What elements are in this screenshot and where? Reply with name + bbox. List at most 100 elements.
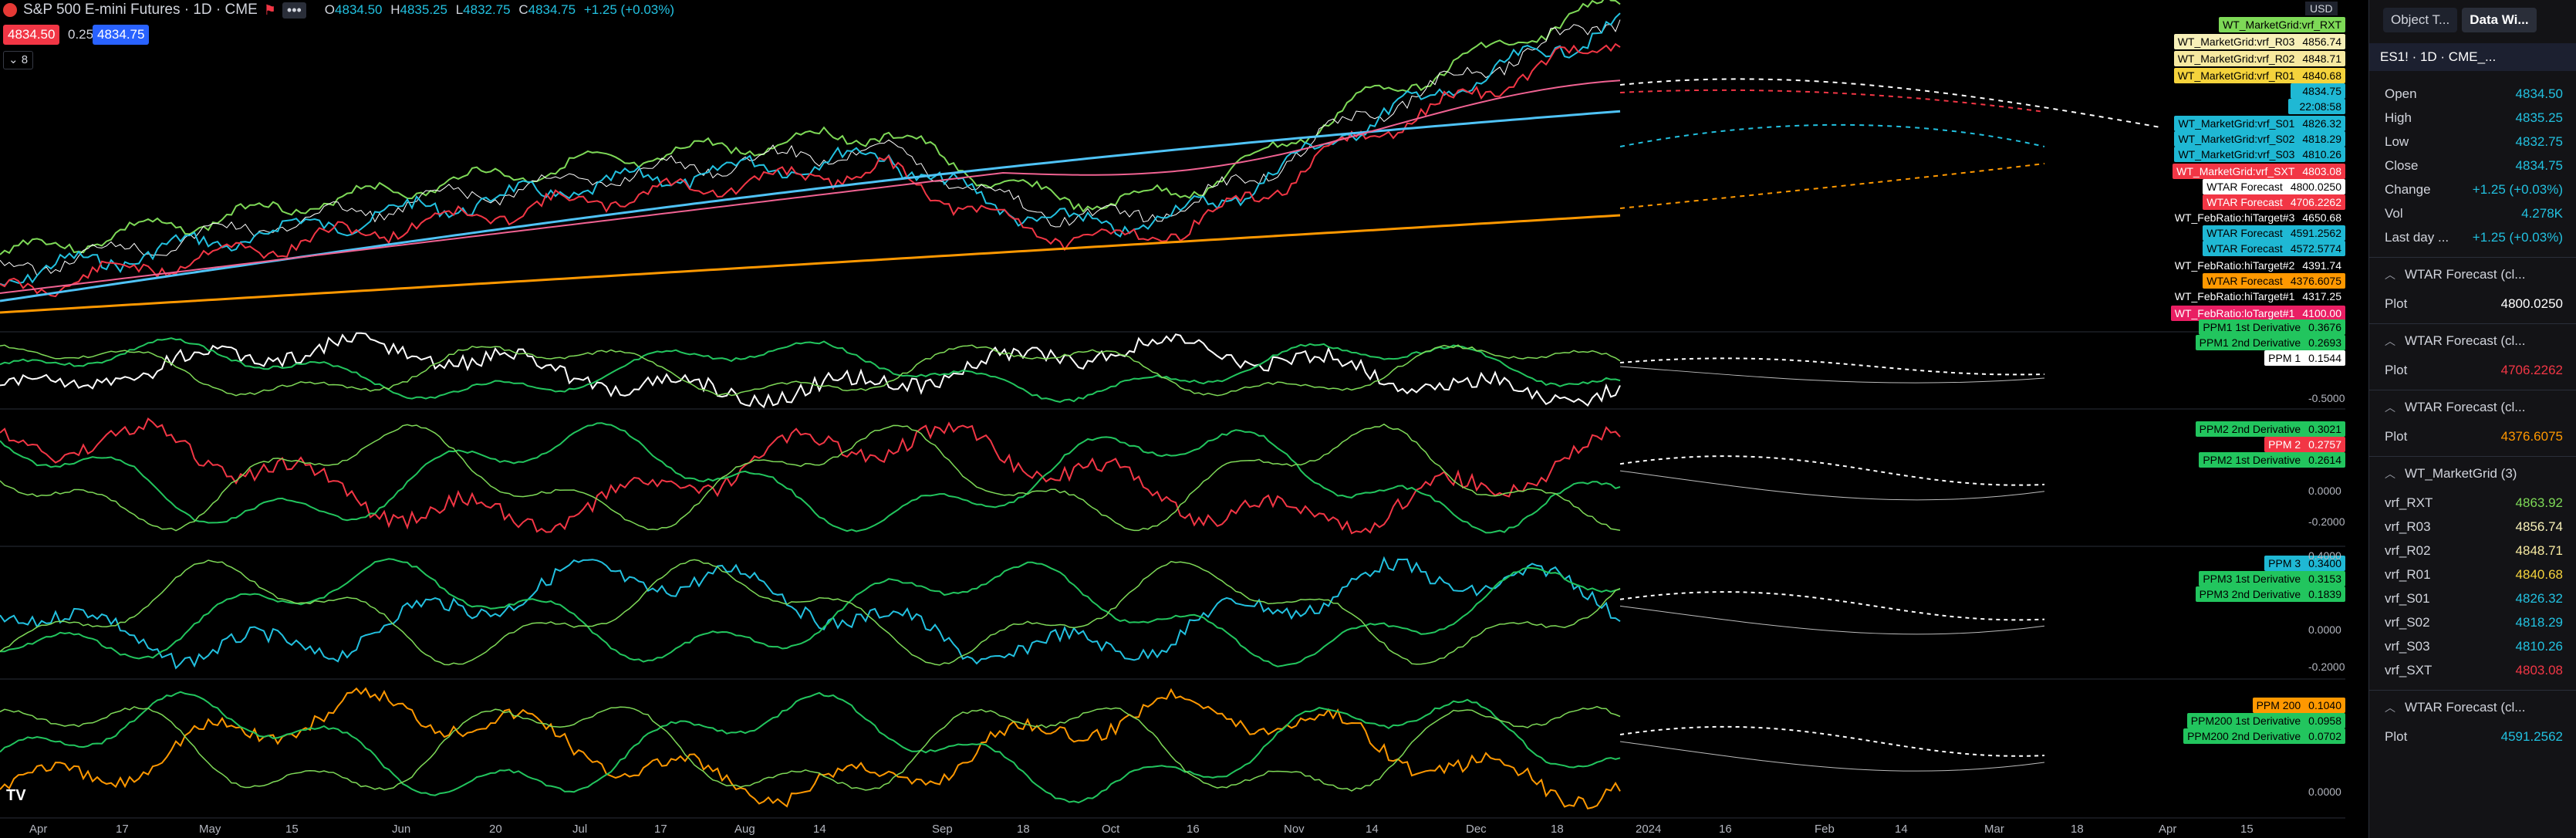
- data-row-label: vrf_R03: [2385, 519, 2431, 534]
- x-axis-label: Dec: [1466, 823, 1487, 836]
- price-tag-label: WT_FebRatio:loTarget#1: [2174, 307, 2295, 319]
- x-axis-label: 16: [1187, 823, 1200, 836]
- x-axis-label: 20: [489, 823, 502, 836]
- chevron-up-icon[interactable]: ︿: [2385, 335, 2395, 347]
- price-tag-value: 4391.74: [2302, 259, 2341, 272]
- price-tag: WT_FebRatio:hiTarget#3 4650.68: [2170, 210, 2345, 225]
- x-axis-label: Apr: [29, 823, 48, 836]
- price-tag-value: 4840.68: [2302, 69, 2341, 82]
- data-row-label: Change: [2385, 181, 2431, 197]
- indicator-forecast-line: [1619, 470, 2045, 501]
- data-row: vrf_S03 4810.26: [2369, 634, 2576, 658]
- price-tag-value: 4706.2262: [2290, 196, 2341, 208]
- price-tag-label: WT_FebRatio:hiTarget#2: [2174, 259, 2295, 272]
- indicator-forecast-line: [1619, 357, 2045, 376]
- price-tag-value: 4800.0250: [2290, 181, 2341, 193]
- indicator-section-header[interactable]: ︿ WTAR Forecast (cl...: [2369, 390, 2576, 424]
- price-tag-value: 4650.68: [2302, 211, 2341, 224]
- indicator-tag-value: 0.1544: [2308, 352, 2341, 364]
- indicator-forecast-line: [1619, 741, 2045, 772]
- data-row: vrf_S02 4818.29: [2369, 610, 2576, 634]
- tab-data-window[interactable]: Data Wi...: [2462, 8, 2537, 32]
- chart-canvas[interactable]: [0, 0, 2368, 838]
- bid-button[interactable]: 4834.50: [3, 25, 60, 45]
- x-axis-label: 18: [2071, 823, 2084, 836]
- indicator-forecast-line: [1619, 591, 2045, 621]
- indicator-tag-label: PPM3 2nd Derivative: [2199, 588, 2301, 600]
- price-tag: WT_MarketGrid:vrf_SXT 4803.08: [2173, 164, 2345, 179]
- data-row-label: vrf_S02: [2385, 614, 2430, 630]
- indicator-forecast-line: [1619, 366, 2045, 384]
- x-axis-label: 16: [1719, 823, 1732, 836]
- more-icon[interactable]: •••: [282, 2, 306, 19]
- symbol-text: ES1! · 1D · CME_...: [2380, 49, 2497, 64]
- ppm200-line: [0, 687, 1621, 810]
- indicator-tag-value: 0.0958: [2308, 715, 2341, 727]
- ppm3-line: [0, 556, 1621, 670]
- price-tag: WTAR Forecast 4376.6075: [2203, 273, 2345, 289]
- x-axis-label: 15: [2240, 823, 2254, 836]
- price-tag-value: 4317.25: [2302, 290, 2341, 302]
- data-row-value: 4.278K: [2521, 205, 2563, 221]
- data-row-label: High: [2385, 110, 2412, 125]
- indicator-tag: PPM3 1st Derivative 0.3153: [2199, 571, 2345, 586]
- indicator-section-title: WTAR Forecast (cl...: [2405, 267, 2526, 282]
- data-row: Vol 4.278K: [2369, 201, 2576, 225]
- y-axis-label: 0.0000: [2308, 623, 2341, 636]
- data-row-label: Plot: [2385, 728, 2408, 744]
- price-tag-label: WTAR Forecast: [2206, 227, 2283, 239]
- data-row-value: 4834.50: [2515, 86, 2563, 101]
- data-row: vrf_RXT 4863.92: [2369, 491, 2576, 515]
- y-axis-label: -0.2000: [2308, 661, 2345, 673]
- x-axis-label: 17: [654, 823, 667, 836]
- chevron-up-icon[interactable]: ︿: [2385, 468, 2395, 480]
- currency-selector[interactable]: USD: [2305, 2, 2338, 15]
- data-row-value: 4826.32: [2515, 590, 2563, 606]
- indicators-toggle[interactable]: ⌄ 8: [3, 51, 34, 69]
- price-tag-value: 4818.29: [2302, 133, 2341, 145]
- indicator-section-title: WTAR Forecast (cl...: [2405, 333, 2526, 348]
- indicator-tag-value: 0.1839: [2308, 588, 2341, 600]
- close-value: 4834.75: [528, 2, 576, 17]
- x-axis-label: 18: [1551, 823, 1564, 836]
- indicator-tag-label: PPM200 2nd Derivative: [2187, 730, 2301, 742]
- data-row: Close 4834.75: [2369, 154, 2576, 177]
- price-tag-value: 4834.75: [2302, 85, 2341, 97]
- price-tag-value: 4856.74: [2302, 35, 2341, 48]
- price-tag: WT_MarketGrid:vrf_S03 4810.26: [2174, 147, 2345, 162]
- tab-object-tree[interactable]: Object T...: [2383, 8, 2458, 32]
- indicator-tag-value: 0.2757: [2308, 438, 2341, 451]
- indicator-section-header[interactable]: ︿ WTAR Forecast (cl...: [2369, 690, 2576, 725]
- flag-icon[interactable]: ⚑: [263, 2, 276, 18]
- price-tag-label: WT_MarketGrid:vrf_S01: [2178, 117, 2295, 130]
- price-tag: WTAR Forecast 4706.2262: [2203, 194, 2345, 210]
- price-tag-value: 4591.2562: [2290, 227, 2341, 239]
- chevron-up-icon[interactable]: ︿: [2385, 269, 2395, 281]
- chevron-up-icon[interactable]: ︿: [2385, 401, 2395, 414]
- price-tag-value: 22:08:58: [2299, 100, 2342, 113]
- data-row: Plot 4706.2262: [2369, 358, 2576, 382]
- indicator-tag-label: PPM2 2nd Derivative: [2199, 423, 2301, 435]
- ask-button[interactable]: 4834.75: [93, 25, 150, 45]
- data-window-symbol[interactable]: ES1! · 1D · CME_...: [2369, 43, 2576, 71]
- price-tag-label: WTAR Forecast: [2206, 242, 2283, 255]
- data-row-label: vrf_SXT: [2385, 662, 2433, 677]
- symbol-logo-icon: [3, 3, 17, 17]
- chart-area[interactable]: S&P 500 E-mini Futures · 1D · CME ⚑ ••• …: [0, 0, 2368, 838]
- price-tag-label: WT_MarketGrid:vrf_R02: [2177, 52, 2295, 65]
- chevron-up-icon[interactable]: ︿: [2385, 701, 2395, 714]
- x-axis-label: Feb: [1815, 823, 1835, 836]
- ppm2-line: [0, 423, 1621, 532]
- price-tag-label: WTAR Forecast: [2206, 181, 2283, 193]
- chart-title[interactable]: S&P 500 E-mini Futures · 1D · CME: [23, 2, 258, 18]
- price-tag: WT_MarketGrid:vrf_R02 4848.71: [2173, 51, 2345, 66]
- indicator-section-header[interactable]: ︿ WTAR Forecast (cl...: [2369, 323, 2576, 358]
- indicator-section-header[interactable]: ︿ WT_MarketGrid (3): [2369, 456, 2576, 491]
- data-row-value: 4803.08: [2515, 662, 2563, 677]
- data-row-value: 4376.6075: [2500, 428, 2563, 444]
- forecast-line: [1619, 89, 2045, 113]
- indicator-section-header[interactable]: ︿ WTAR Forecast (cl...: [2369, 257, 2576, 292]
- indicator-tag-label: PPM200 1st Derivative: [2190, 715, 2301, 727]
- tradingview-logo-icon[interactable]: TV: [6, 787, 26, 804]
- price-tag: WT_MarketGrid:vrf_R01 4840.68: [2173, 68, 2345, 83]
